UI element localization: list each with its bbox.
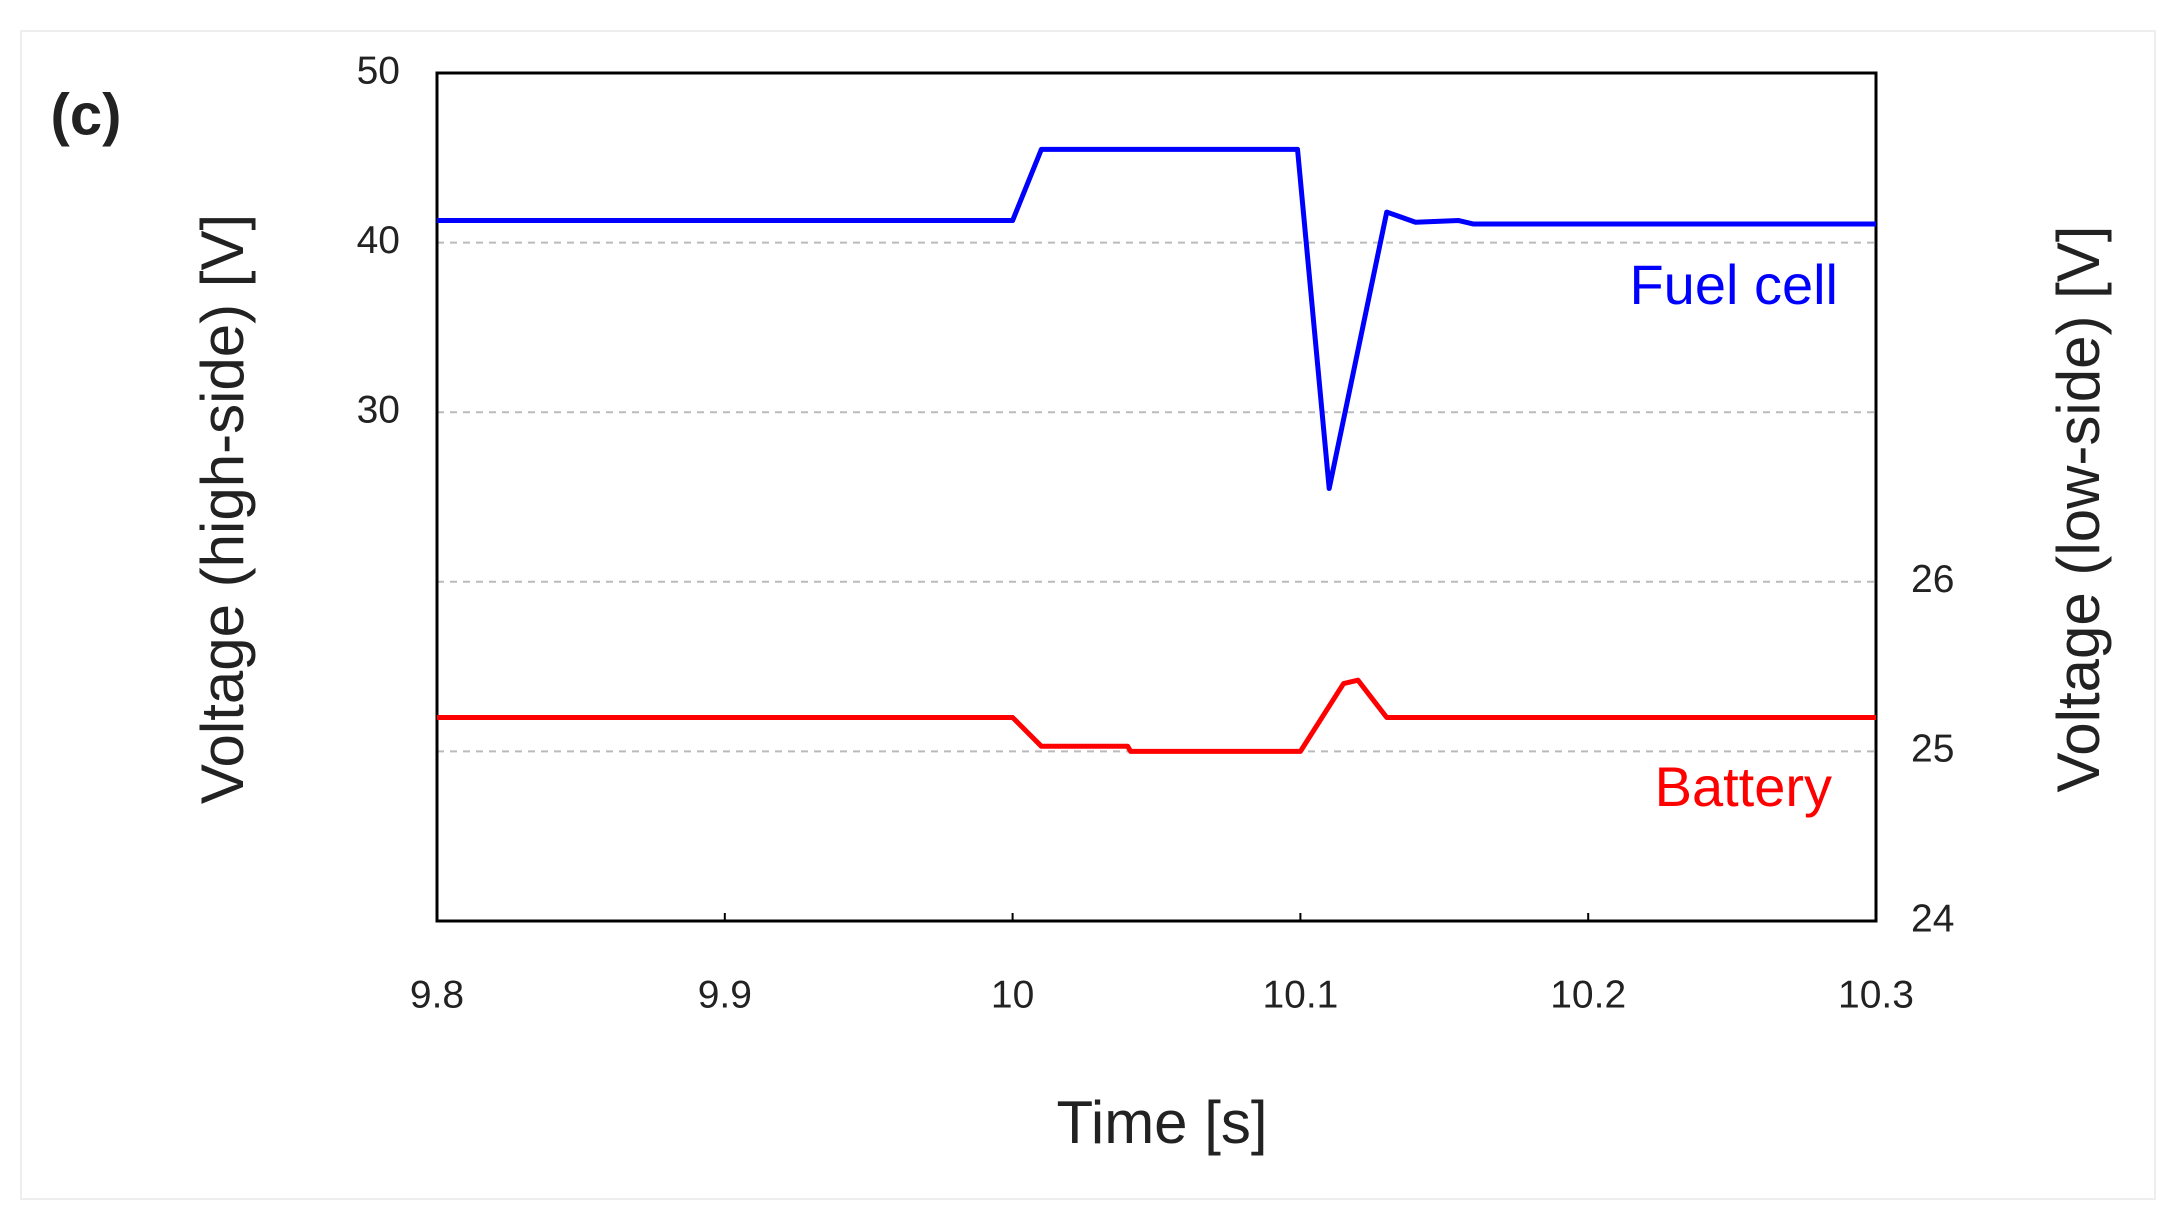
- x-tick-label: 10.3: [1838, 973, 1914, 1016]
- panel-label: (c): [51, 82, 122, 147]
- frame: [20, 30, 2156, 1200]
- data-line: [437, 146, 1876, 492]
- series-label: Fuel cell: [1629, 253, 1838, 316]
- y2-axis-title: Voltage (low-side) [V]: [2045, 226, 2112, 793]
- x-tick-label: 10: [991, 973, 1034, 1016]
- y2-tick-label: 26: [1911, 558, 1954, 601]
- x-axis-title: Time [s]: [1056, 1089, 1267, 1156]
- x-tick-label: 9.9: [698, 973, 752, 1016]
- y2-tick-label: 25: [1911, 728, 1954, 771]
- data-line: [437, 677, 1876, 754]
- series-label: Battery: [1655, 755, 1832, 818]
- y-tick-label: 50: [357, 49, 400, 92]
- y-tick-label: 40: [357, 219, 400, 262]
- y-axis-title: Voltage (high-side) [V]: [189, 214, 256, 804]
- x-tick-label: 10.2: [1550, 973, 1626, 1016]
- x-tick-label: 10.1: [1262, 973, 1338, 1016]
- plot-frame: [435, 71, 1878, 923]
- x-tick-label: 9.8: [410, 973, 464, 1016]
- y-tick-label: 30: [357, 388, 400, 431]
- y2-tick-label: 24: [1911, 897, 1954, 940]
